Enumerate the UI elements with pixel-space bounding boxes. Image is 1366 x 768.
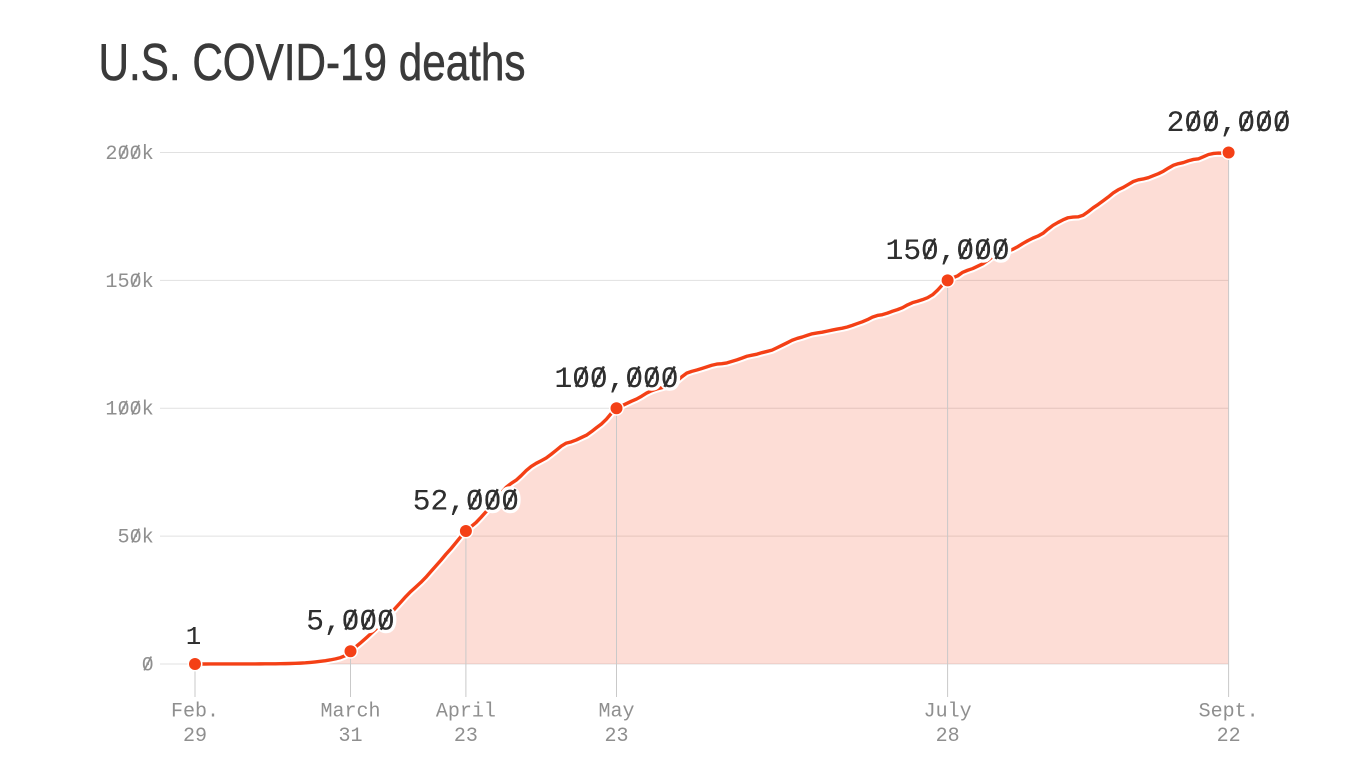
svg-text:U.S. COVID-19 deaths: U.S. COVID-19 deaths bbox=[99, 34, 526, 92]
svg-text:0: 0 bbox=[142, 654, 154, 677]
svg-text:150,000: 150,000 bbox=[886, 234, 1010, 268]
svg-text:200,000: 200,000 bbox=[1167, 106, 1291, 140]
svg-text:200k: 200k bbox=[105, 143, 153, 166]
svg-text:150,000: 150,000 bbox=[886, 234, 1010, 268]
svg-text:1: 1 bbox=[186, 623, 201, 652]
svg-text:52,000: 52,000 bbox=[413, 485, 519, 519]
svg-text:March: March bbox=[320, 701, 380, 724]
svg-text:22: 22 bbox=[1217, 725, 1241, 748]
svg-text:100,000: 100,000 bbox=[555, 362, 679, 396]
svg-text:23: 23 bbox=[454, 725, 478, 748]
svg-text:April: April bbox=[436, 701, 496, 724]
svg-text:31: 31 bbox=[338, 725, 362, 748]
svg-text:150k: 150k bbox=[105, 271, 153, 294]
svg-text:100k: 100k bbox=[105, 399, 153, 422]
svg-text:Sept.: Sept. bbox=[1199, 701, 1259, 724]
svg-text:July: July bbox=[924, 701, 972, 724]
svg-text:200,000: 200,000 bbox=[1167, 106, 1291, 140]
svg-text:29: 29 bbox=[183, 725, 207, 748]
svg-text:28: 28 bbox=[936, 725, 960, 748]
svg-text:23: 23 bbox=[604, 725, 628, 748]
svg-text:52,000: 52,000 bbox=[413, 485, 519, 519]
svg-text:May: May bbox=[598, 701, 634, 724]
svg-text:100,000: 100,000 bbox=[555, 362, 679, 396]
svg-text:1: 1 bbox=[186, 623, 201, 652]
svg-text:50k: 50k bbox=[117, 527, 153, 550]
svg-text:Feb.: Feb. bbox=[171, 701, 219, 724]
